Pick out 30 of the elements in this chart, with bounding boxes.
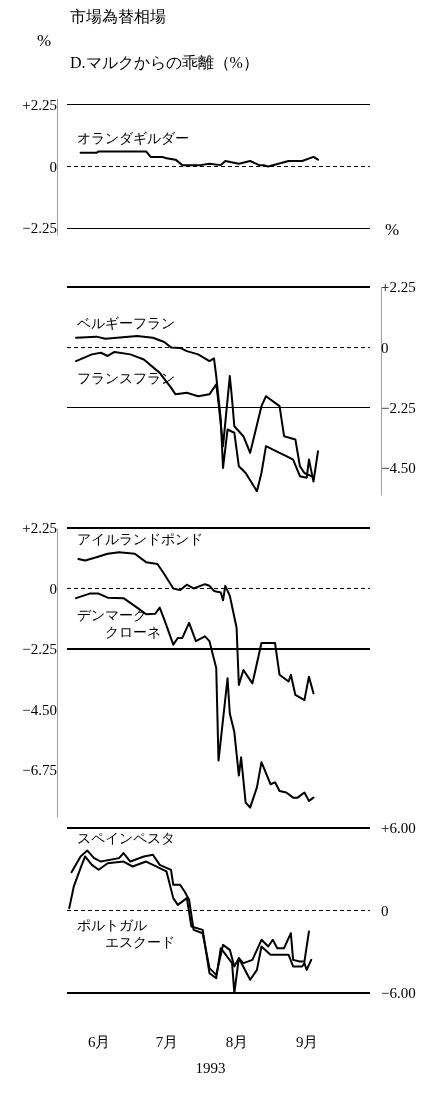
x-tick-label: 9月: [295, 1033, 319, 1050]
y2-tick-label: 0: [381, 902, 389, 919]
y-tick-label: −4.50: [22, 701, 57, 718]
y-tick-label: +2.25: [22, 520, 57, 537]
series-label: ポルトガルエスクード: [77, 918, 175, 951]
y-tick-label: 0: [49, 158, 57, 175]
y-tick-label: −6.75: [22, 762, 57, 779]
y2-tick-label: +6.00: [381, 820, 416, 837]
chart-title: 市場為替相場: [70, 8, 166, 25]
x-tick-label: 6月: [87, 1033, 111, 1050]
y2-tick-label: 0: [381, 339, 389, 356]
series-label: オランダギルダー: [77, 131, 189, 147]
y-tick-label: −2.25: [22, 220, 57, 237]
chart-subtitle: D.マルクからの乖離（%）: [70, 54, 259, 71]
y2-tick-label: +2.25: [381, 279, 416, 296]
y2-tick-label: −6.00: [381, 985, 416, 1002]
series-label: ベルギーフラン: [77, 316, 175, 332]
y-tick-label: +2.25: [22, 97, 57, 114]
y2-axis-title: %: [385, 220, 400, 239]
series-label: デンマーククローネ: [77, 608, 161, 641]
x-tick-label: 8月: [225, 1033, 249, 1050]
x-axis-title: 1993: [195, 1060, 226, 1076]
y-tick-label: 0: [49, 580, 57, 597]
y-tick-label: −2.25: [22, 641, 57, 658]
y2-tick-label: −4.50: [381, 460, 416, 477]
series-label: アイルランドポンド: [77, 532, 203, 548]
y2-tick-label: −2.25: [381, 400, 416, 417]
y-axis-title: %: [37, 31, 52, 50]
series-label: スペインペスタ: [77, 830, 175, 846]
x-tick-label: 7月: [155, 1033, 179, 1050]
